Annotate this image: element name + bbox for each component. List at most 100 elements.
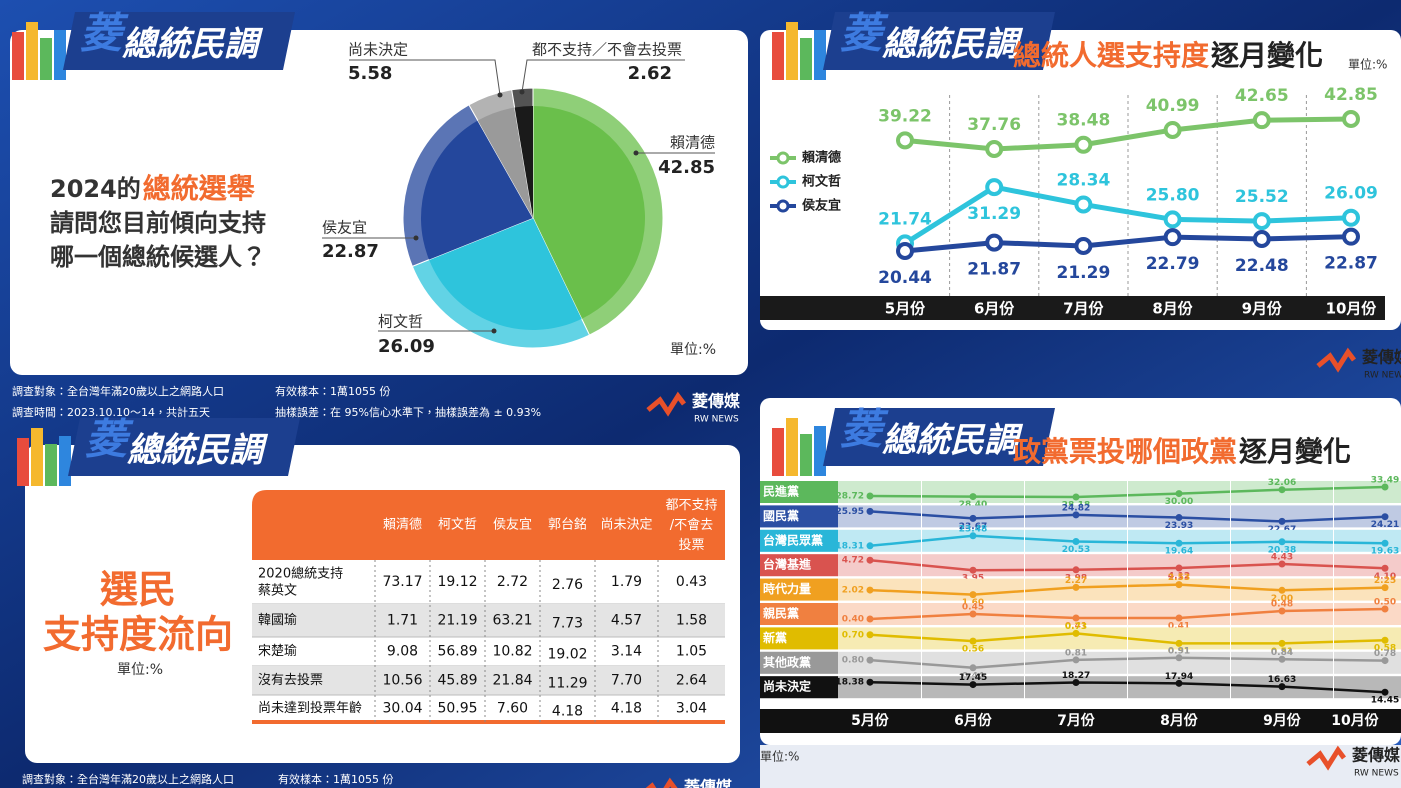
data-label: 4.43 — [1271, 552, 1293, 562]
point — [866, 656, 874, 664]
logo-sub: RW NEWS — [1354, 769, 1399, 779]
cell: 0.43 — [676, 574, 707, 590]
x-tick-label: 10月份 — [1331, 712, 1378, 729]
row-shade — [252, 604, 725, 637]
data-label: 17.94 — [1165, 672, 1193, 682]
brand-bar — [12, 32, 24, 80]
logo-icon — [645, 777, 678, 788]
data-label: 42.65 — [1235, 86, 1289, 106]
x-tick-label: 7月份 — [1057, 712, 1095, 729]
column-header: 柯文哲 — [438, 518, 477, 533]
cell: 19.12 — [437, 574, 477, 590]
band-label: 時代力量 — [763, 581, 811, 596]
point — [1252, 212, 1271, 231]
data-label: 40.99 — [1146, 96, 1200, 116]
survey-target: 調查對象：全台灣年滿20歲以上之網路人口 — [12, 384, 224, 398]
card-footer — [760, 745, 1401, 788]
band-label: 親民黨 — [763, 606, 799, 621]
leader-line — [349, 59, 501, 96]
data-label: 16.63 — [1268, 675, 1296, 685]
point — [1175, 581, 1183, 589]
chart-title: 逐月變化 — [1211, 39, 1323, 72]
band-label-box — [760, 578, 838, 601]
data-label: 31.29 — [967, 204, 1021, 224]
logo-name: 菱傳媒 — [1362, 348, 1401, 367]
data-label: 0.78 — [1374, 649, 1396, 659]
data-label: 2.00 — [1271, 594, 1293, 604]
logo-icon — [1316, 347, 1356, 373]
data-label: 18.31 — [836, 541, 864, 551]
band-label: 台灣民眾黨 — [763, 532, 823, 547]
point — [1278, 683, 1286, 691]
brand-bar — [814, 426, 826, 476]
point — [866, 615, 874, 623]
cell: 4.57 — [611, 613, 642, 629]
data-label: 20.38 — [1268, 545, 1296, 555]
cell: 56.89 — [437, 644, 477, 660]
brand-banner — [823, 408, 1055, 466]
data-label: 28.72 — [836, 491, 864, 501]
data-label: 0.40 — [842, 615, 864, 625]
band-label: 新黨 — [763, 630, 787, 645]
data-label: 25.95 — [836, 507, 864, 517]
pie-slice-inner — [514, 106, 533, 218]
row-label: 韓國瑜 — [258, 613, 297, 628]
unit: 單位:% — [1348, 57, 1387, 72]
point — [1278, 655, 1286, 663]
logo-name: 菱傳媒 — [692, 392, 740, 411]
point — [969, 637, 977, 645]
point — [1072, 493, 1080, 501]
cell: 10.56 — [382, 673, 422, 689]
row-shade — [252, 666, 725, 695]
data-label: 2.62 — [628, 63, 672, 84]
unit: 單位:% — [760, 749, 799, 764]
cell: 1.58 — [676, 613, 707, 629]
title-highlight: 政黨票投哪個政黨 — [1013, 435, 1237, 468]
point — [985, 233, 1004, 252]
brand-name: 總統民調 — [882, 25, 1024, 65]
brand-bar — [45, 444, 57, 486]
data-label: 20.53 — [1062, 545, 1090, 555]
cell: 7.60 — [497, 701, 528, 717]
point — [1175, 679, 1183, 687]
point — [1072, 656, 1080, 664]
x-axis-bar — [760, 709, 1401, 733]
data-label: 2.02 — [842, 586, 864, 596]
series-line — [904, 116, 1352, 152]
point — [1175, 564, 1183, 572]
data-label: 21.29 — [1057, 263, 1111, 283]
logo-icon — [646, 391, 686, 417]
point — [969, 664, 977, 672]
point — [866, 507, 874, 515]
card — [760, 30, 1401, 330]
data-label: 26.09 — [1324, 184, 1378, 204]
brand-bar — [786, 22, 798, 80]
cell: 4.18 — [552, 704, 583, 720]
brand-mark: 菱 — [80, 9, 129, 58]
x-tick-label: 6月份 — [954, 712, 992, 729]
point — [1278, 586, 1286, 594]
table-title: 選民 — [100, 568, 176, 612]
data-label: 0.56 — [962, 645, 984, 655]
point — [866, 586, 874, 594]
brand-name: 總統民調 — [127, 431, 269, 471]
brand-banner — [823, 12, 1055, 70]
data-label: 39.22 — [878, 106, 932, 126]
cell: 50.95 — [437, 701, 477, 717]
data-label: 22.79 — [1146, 254, 1200, 274]
point — [969, 681, 977, 689]
brand-bar — [59, 436, 71, 486]
survey-error: 抽樣誤差：在 95%信心水準下，抽樣誤差為 ± 0.93% — [275, 405, 541, 419]
point — [1278, 517, 1286, 525]
row-label: 宋楚瑜 — [258, 644, 297, 659]
leader-dot — [413, 235, 419, 241]
cell: 30.04 — [382, 701, 422, 717]
subtitle: 請問您目前傾向支持 — [50, 209, 266, 237]
column-header: 郭台銘 — [548, 517, 587, 533]
cell: 1.79 — [611, 574, 642, 590]
data-label: 30.00 — [1165, 497, 1193, 507]
point — [969, 493, 977, 501]
point — [1278, 486, 1286, 494]
band — [760, 578, 1401, 601]
leader-line — [521, 59, 685, 93]
